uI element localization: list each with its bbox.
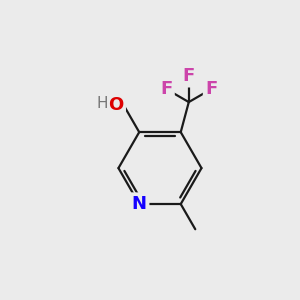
Text: H: H [96, 96, 108, 111]
Text: F: F [183, 67, 195, 85]
Text: F: F [205, 80, 217, 98]
Text: N: N [132, 195, 147, 213]
Text: O: O [109, 96, 124, 114]
Text: F: F [160, 80, 172, 98]
